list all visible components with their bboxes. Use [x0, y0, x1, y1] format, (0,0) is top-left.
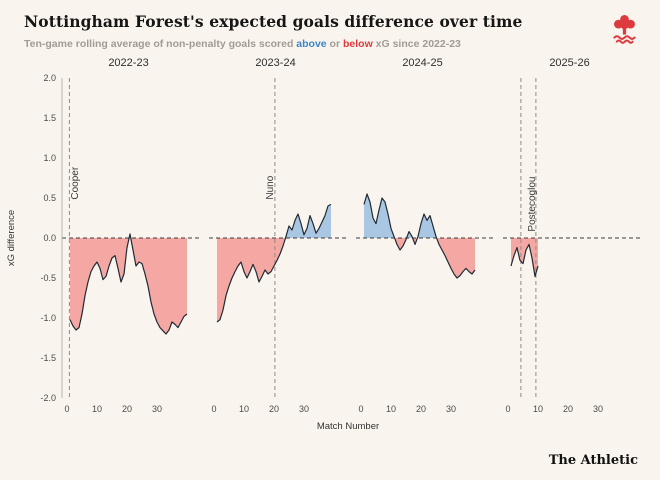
y-tick-label: -0.5	[40, 273, 56, 283]
chart-svg: 2022-23 Cooper 0 10 20 30 2023-24 Nuno 0 10 20 30 20…	[6, 57, 640, 432]
series-line	[216, 203, 332, 323]
header: Nottingham Forest's expected goals diffe…	[0, 0, 660, 50]
x-tick-label: 30	[446, 404, 456, 414]
nottingham-forest-crest-icon	[611, 14, 638, 50]
x-tick-label: 10	[386, 404, 396, 414]
x-tick-label: 20	[416, 404, 426, 414]
subtitle-suffix: xG since 2022-23	[372, 38, 461, 50]
y-tick-label: -1.5	[40, 353, 56, 363]
y-axis-title: xG difference	[6, 210, 17, 266]
crest-svg	[613, 15, 636, 44]
x-tick-label: 30	[593, 404, 603, 414]
y-tick-label: -2.0	[40, 393, 56, 403]
area-below-xg	[70, 238, 187, 334]
x-tick-label: 10	[533, 404, 543, 414]
subtitle-mid: or	[326, 38, 343, 50]
x-axis-title: Match Number	[317, 421, 379, 432]
y-tick-label: 0.0	[43, 233, 56, 243]
y-tick-label: 2.0	[43, 73, 56, 83]
below-highlight: below	[342, 38, 373, 50]
manager-label: Nuno	[265, 175, 276, 199]
x-tick-label: 0	[358, 404, 363, 414]
area-below-xg	[217, 238, 331, 322]
x-tick-label: 0	[64, 404, 69, 414]
x-tick-label: 0	[505, 404, 510, 414]
title-block: Nottingham Forest's expected goals diffe…	[24, 12, 522, 50]
area-below-xg	[511, 238, 538, 277]
series-line	[510, 243, 539, 277]
facet-label: 2022-23	[108, 57, 148, 69]
x-tick-label: 20	[122, 404, 132, 414]
x-tick-label: 20	[563, 404, 573, 414]
brand-logo: The Athletic	[548, 453, 638, 468]
x-tick-label: 10	[239, 404, 249, 414]
x-tick-label: 10	[92, 404, 102, 414]
chart-area: 2022-23 Cooper 0 10 20 30 2023-24 Nuno 0 10 20 30 20…	[0, 52, 660, 445]
series-line	[69, 233, 188, 335]
y-tick-label: -1.0	[40, 313, 56, 323]
facet-label: 2025-26	[549, 57, 589, 69]
chart-subtitle: Ten-game rolling average of non-penalty …	[24, 38, 522, 50]
x-tick-label: 0	[211, 404, 216, 414]
y-tick-label: 1.5	[43, 113, 56, 123]
above-highlight: above	[296, 38, 327, 50]
facet-label: 2023-24	[255, 57, 295, 69]
manager-label: Cooper	[70, 166, 81, 199]
x-tick-label: 30	[152, 404, 162, 414]
area-above-xg	[364, 194, 475, 238]
facet-label: 2024-25	[402, 57, 442, 69]
x-tick-label: 30	[299, 404, 309, 414]
series-line	[363, 193, 476, 279]
y-tick-label: 0.5	[43, 193, 56, 203]
y-tick-label: 1.0	[43, 153, 56, 163]
manager-label: Postecoglou	[527, 177, 538, 232]
area-below-xg	[364, 238, 475, 278]
x-tick-label: 20	[269, 404, 279, 414]
subtitle-prefix: Ten-game rolling average of non-penalty …	[24, 38, 297, 50]
page-title: Nottingham Forest's expected goals diffe…	[24, 12, 523, 31]
